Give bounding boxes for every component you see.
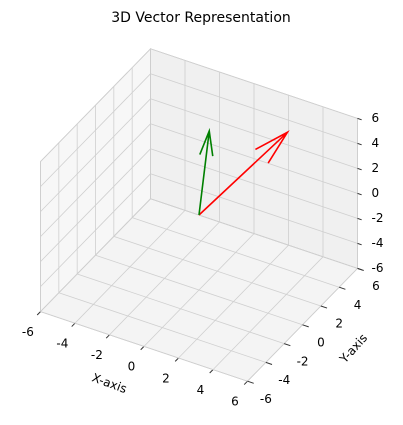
x-axis-label: X-axis: [90, 371, 129, 396]
y-tick-label: 4: [354, 298, 362, 312]
x-tick-label: 6: [231, 394, 239, 408]
tick-mark: [357, 117, 362, 121]
grid-line: [150, 198, 358, 269]
grid-line: [150, 73, 358, 144]
vector: [198, 127, 214, 216]
grid-line: [40, 173, 151, 287]
x-tick-label: 0: [128, 360, 136, 374]
tick-mark: [357, 217, 362, 221]
grid-line: [40, 311, 248, 382]
tick-mark: [357, 242, 362, 246]
z-tick-label: 2: [372, 161, 380, 175]
tick-mark: [105, 334, 110, 339]
tick-mark: [247, 380, 254, 384]
y-tick-label: -2: [297, 354, 309, 368]
grid-line: [113, 236, 321, 307]
grid-line: [40, 123, 151, 237]
grid-line: [150, 148, 358, 219]
grid-line: [95, 254, 303, 326]
grid-line: [132, 217, 340, 288]
tick-mark: [357, 267, 362, 271]
tick-mark: [357, 142, 362, 146]
grid-line: [150, 98, 358, 169]
tick-mark: [140, 346, 145, 351]
tick-mark: [320, 305, 328, 309]
tick-mark: [302, 324, 309, 328]
grid-line: [40, 198, 151, 312]
x-tick-label: 4: [197, 383, 205, 397]
y-tick-label: 6: [372, 279, 380, 293]
tick-mark: [265, 361, 273, 365]
z-tick-label: -2: [372, 211, 384, 225]
grid-line: [40, 148, 151, 262]
tick-mark: [357, 192, 362, 196]
x-tick-label: -6: [22, 325, 34, 339]
grid-line: [150, 48, 358, 119]
grid-line: [40, 73, 151, 187]
x-tick-label: 2: [162, 371, 170, 385]
tick-mark: [209, 369, 214, 374]
tick-mark: [284, 343, 291, 347]
y-tick-label: 2: [335, 317, 343, 331]
tick-mark: [36, 311, 41, 316]
y-axis-label: Y-axis: [336, 331, 370, 367]
y-tick-label: -6: [260, 392, 272, 406]
grid-line: [150, 123, 358, 194]
vector: [198, 130, 290, 216]
tick-mark: [339, 286, 346, 290]
grid-line: [58, 292, 266, 363]
z-tick-label: 0: [372, 186, 380, 200]
z-tick-label: 6: [372, 111, 380, 125]
grid-line: [150, 173, 358, 244]
z-tick-label: 4: [372, 136, 380, 150]
y-tick-label: 0: [317, 335, 325, 349]
tick-mark: [357, 167, 362, 171]
x-tick-label: -4: [56, 336, 68, 350]
grid-line: [40, 48, 151, 162]
z-tick-label: -4: [372, 236, 384, 250]
chart-title: 3D Vector Representation: [111, 10, 291, 26]
grid-line: [40, 98, 151, 212]
x-tick-label: -2: [91, 348, 103, 362]
z-tick-label: -6: [372, 261, 384, 275]
tick-mark: [71, 322, 76, 327]
tick-mark: [243, 380, 248, 385]
y-tick-label: -4: [278, 373, 290, 387]
tick-mark: [174, 357, 179, 362]
grid-line: [77, 273, 285, 344]
